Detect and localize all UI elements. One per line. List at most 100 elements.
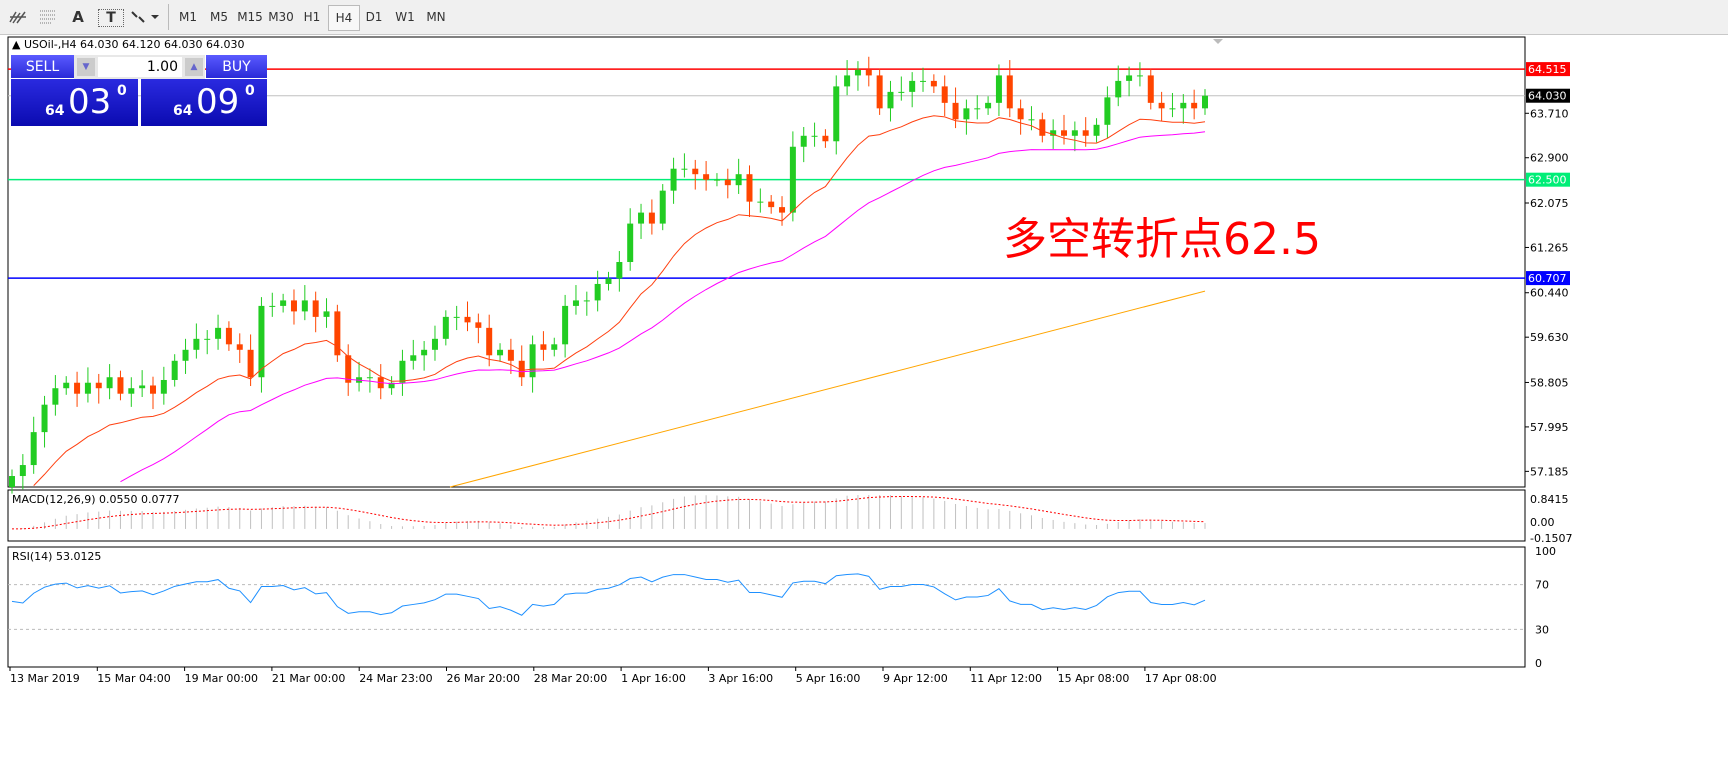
one-click-trading-panel: SELL ▼ 1.00 ▲ BUY 64 03 0 64 09 0 xyxy=(11,55,267,126)
arrows-icon[interactable] xyxy=(128,5,162,29)
candle-body xyxy=(345,355,352,383)
collapse-triangle-icon[interactable]: ▲ xyxy=(12,38,21,51)
candle-body xyxy=(182,349,189,361)
toolbar-divider xyxy=(168,4,169,30)
candle-body xyxy=(1017,108,1024,120)
candle-body xyxy=(779,207,786,213)
moving-average-fast xyxy=(33,115,1206,486)
fibonacci-icon[interactable] xyxy=(36,5,60,29)
candle-body xyxy=(811,135,818,137)
candle-body xyxy=(204,338,211,340)
candle-body xyxy=(833,86,840,142)
hline-badge xyxy=(1526,62,1570,77)
candle-body xyxy=(692,168,699,175)
buy-price-main: 09 xyxy=(196,82,240,122)
timeframe-h1[interactable]: H1 xyxy=(303,10,321,24)
candle-body xyxy=(1104,97,1111,125)
lots-increase-button[interactable]: ▲ xyxy=(185,58,203,76)
x-tick-label: 26 Mar 20:00 xyxy=(447,672,520,685)
candle-body xyxy=(236,344,243,350)
timeframe-m15[interactable]: M15 xyxy=(237,10,263,24)
timeframe-d1[interactable]: D1 xyxy=(365,10,383,24)
candle-body xyxy=(1180,102,1187,109)
sell-price-button[interactable]: 64 03 0 xyxy=(11,79,138,126)
candle-body xyxy=(1158,102,1165,109)
candle-body xyxy=(215,327,222,339)
candle-body xyxy=(290,300,297,312)
candle-body xyxy=(421,349,428,356)
candle-body xyxy=(1115,80,1122,98)
timeframe-m30[interactable]: M30 xyxy=(268,10,294,24)
buy-price-big: 64 xyxy=(173,103,193,119)
timeframe-h4[interactable]: H4 xyxy=(328,5,360,31)
candle-body xyxy=(800,135,807,147)
candle-body xyxy=(95,382,102,389)
candle-body xyxy=(768,201,775,208)
moving-average-medium xyxy=(120,131,1206,483)
y-tick-label: 57.995 xyxy=(1530,421,1569,434)
candle-body xyxy=(30,432,37,466)
candle-body xyxy=(1006,75,1013,109)
hline-badge xyxy=(1526,172,1570,187)
candle-body xyxy=(638,212,645,224)
x-tick-label: 17 Apr 08:00 xyxy=(1145,672,1217,685)
x-tick-label: 3 Apr 16:00 xyxy=(708,672,773,685)
candle-body xyxy=(985,102,992,109)
candle-body xyxy=(301,300,308,312)
candle-body xyxy=(1191,102,1198,109)
candle-body xyxy=(149,385,156,394)
macd-panel-frame xyxy=(7,489,1526,542)
chart-canvas[interactable]: 63.710 62.900 62.075 61.265 60.440 59.630 58.8… xyxy=(0,35,1728,759)
candle-body xyxy=(1093,124,1100,136)
candle-body xyxy=(1039,119,1046,136)
chart-window[interactable]: 63.710 62.900 62.075 61.265 60.440 59.630 58.8… xyxy=(0,35,1728,759)
text-icon[interactable]: A xyxy=(72,8,84,26)
y-tick-label: 57.185 xyxy=(1530,465,1569,478)
chart-line-icon[interactable] xyxy=(6,5,30,29)
candle-body xyxy=(442,316,449,339)
candle-body xyxy=(941,86,948,103)
sell-price-sup: 0 xyxy=(117,83,127,99)
timeframe-mn[interactable]: MN xyxy=(426,10,446,24)
candle-body xyxy=(898,91,905,93)
candle-body xyxy=(258,305,265,378)
candle-body xyxy=(594,283,601,301)
rsi-tick-label: 70 xyxy=(1535,579,1549,592)
buy-button[interactable]: BUY xyxy=(206,55,267,78)
candle-body xyxy=(1169,108,1176,110)
candle-body xyxy=(605,278,612,284)
rsi-tick-label: 100 xyxy=(1535,545,1556,558)
candle-body xyxy=(757,201,764,203)
rsi-tick-label: 0 xyxy=(1535,657,1542,670)
chart-shift-icon xyxy=(1213,39,1223,44)
lots-decrease-button[interactable]: ▼ xyxy=(77,58,95,76)
y-tick-label: 63.710 xyxy=(1530,107,1569,120)
candle-body xyxy=(789,146,796,213)
hline-label: 60.707 xyxy=(1528,272,1567,285)
candle-body xyxy=(963,108,970,120)
x-tick-label: 9 Apr 12:00 xyxy=(883,672,948,685)
candle-body xyxy=(388,382,395,389)
candle-body xyxy=(171,360,178,380)
candle-body xyxy=(583,300,590,302)
buy-price-button[interactable]: 64 09 0 xyxy=(141,79,267,126)
candle-body xyxy=(63,382,70,389)
candle-body xyxy=(399,360,406,383)
lots-input[interactable]: 1.00 xyxy=(98,57,182,77)
rsi-tick-label: 30 xyxy=(1535,623,1549,636)
timeframe-m5[interactable]: M5 xyxy=(210,10,228,24)
candle-body xyxy=(464,316,471,323)
candle-body xyxy=(431,338,438,350)
candle-body xyxy=(529,344,536,378)
annotation-text: 多空转折点62.5 xyxy=(1003,214,1321,265)
sell-button[interactable]: SELL xyxy=(11,55,74,78)
candle-body xyxy=(995,75,1002,103)
candle-body xyxy=(703,174,710,180)
candle-body xyxy=(952,102,959,120)
timeframe-w1[interactable]: W1 xyxy=(395,10,415,24)
candle-body xyxy=(659,190,666,224)
candle-body xyxy=(572,300,579,306)
text-label-icon[interactable]: T xyxy=(98,9,124,27)
timeframe-m1[interactable]: M1 xyxy=(179,10,197,24)
main-chart-frame xyxy=(7,36,1526,488)
